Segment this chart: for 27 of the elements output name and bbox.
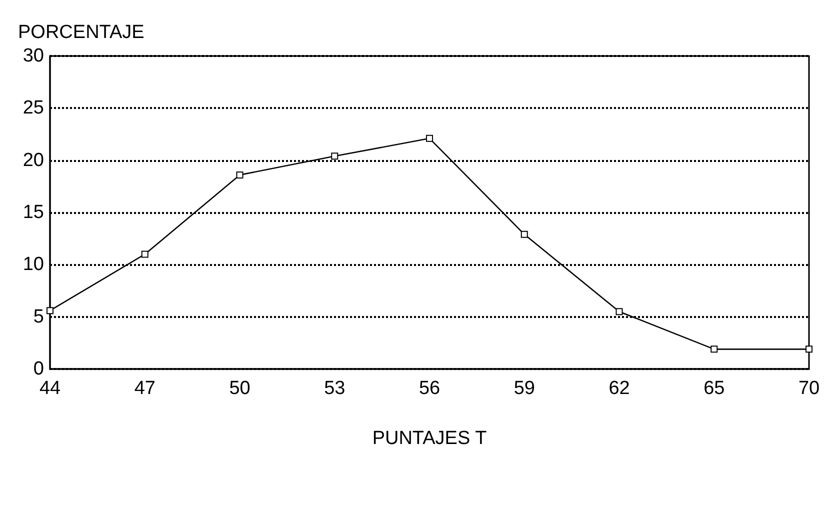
x-tick-label: 50 <box>229 378 250 399</box>
x-tick-label: 62 <box>608 378 630 399</box>
point <box>520 230 528 238</box>
x-tick-label: 70 <box>798 378 820 399</box>
y-tick-label: 30 <box>22 46 44 66</box>
x-tick-label: 59 <box>514 378 535 399</box>
point <box>331 152 338 160</box>
x-tick-label: 47 <box>134 378 156 399</box>
point <box>141 250 148 258</box>
y-tick-label: 15 <box>22 202 44 223</box>
y-tick-label: 25 <box>22 98 44 119</box>
point <box>710 346 718 353</box>
x-tick-label: 53 <box>324 378 346 399</box>
y-tick-label: 5 <box>33 306 44 328</box>
y-axis-title: PORCENTAJE <box>18 22 144 43</box>
point <box>426 134 433 142</box>
point <box>236 171 244 178</box>
y-tick-label: 0 <box>33 358 44 380</box>
y-tick-label: 20 <box>22 150 44 171</box>
x-tick-label: 65 <box>704 378 725 399</box>
x-tick-label: 56 <box>418 378 440 399</box>
point <box>806 346 812 353</box>
x-tick-label: 44 <box>39 378 61 399</box>
x-axis-title: PUNTAJES T <box>372 428 488 449</box>
point <box>46 307 54 314</box>
y-tick-label: 10 <box>22 254 44 276</box>
point <box>616 308 623 316</box>
